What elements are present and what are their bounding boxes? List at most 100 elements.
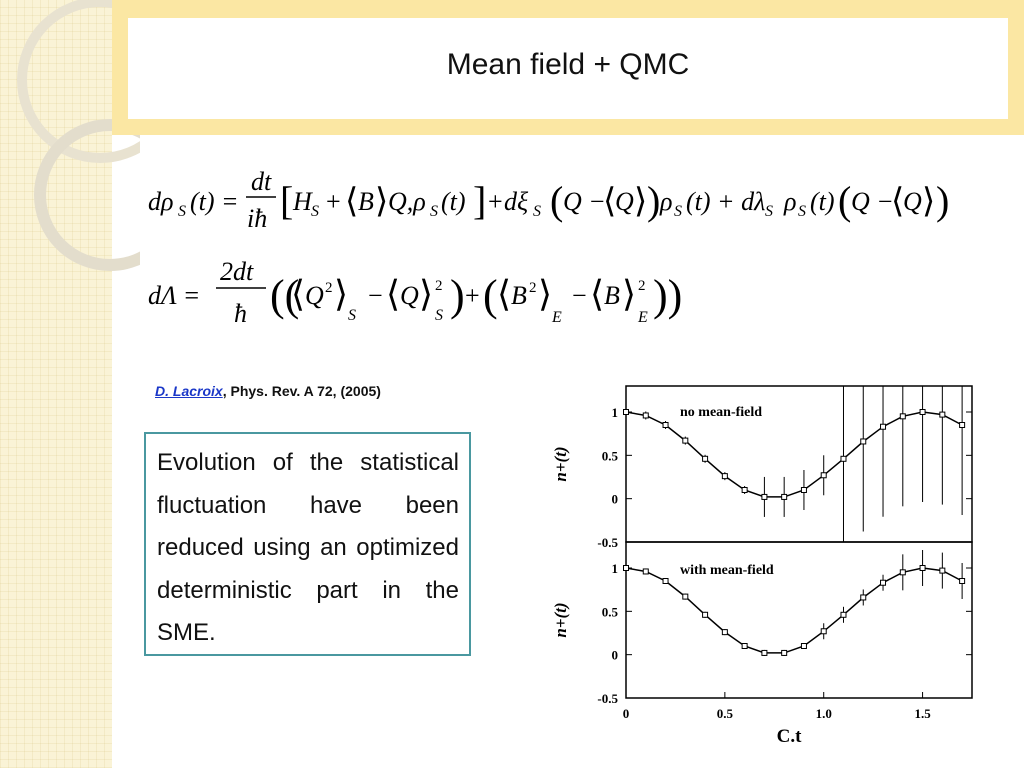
svg-text:+: + [465,281,480,310]
svg-text:ρ: ρ [659,187,672,216]
svg-text:dξ: dξ [504,187,529,216]
data-point [800,487,807,493]
y-axis-label: n+(t) [551,602,570,637]
data-point [840,455,847,462]
svg-text:(t): (t) [441,187,466,216]
svg-text:2dt: 2dt [220,257,254,286]
svg-text:⟨: ⟨ [891,183,904,220]
y-tick-label: 0.5 [602,604,619,619]
y-tick-label: -0.5 [597,535,618,550]
svg-text:Q: Q [903,187,922,216]
svg-text:−: − [368,281,383,310]
svg-text:(t) =: (t) = [190,187,239,216]
panel-title: no mean-field [680,405,762,420]
svg-text:): ) [647,178,660,223]
svg-text:Q: Q [400,281,419,310]
svg-text:[: [ [280,178,293,223]
svg-text:S: S [765,203,773,220]
slide-title: Mean field + QMC [446,48,690,81]
svg-text:⟩: ⟩ [634,183,647,220]
svg-text:⟨: ⟨ [386,274,400,314]
data-point [820,628,827,635]
data-point [840,611,847,618]
svg-text:2: 2 [435,278,443,294]
x-tick-label: 1.0 [816,706,832,721]
svg-text:+: + [488,187,503,216]
svg-text:S: S [674,203,682,220]
svg-text:S: S [311,203,319,220]
y-tick-label: 1 [612,405,619,420]
data-point [880,579,887,586]
svg-text:⟨: ⟨ [345,183,358,220]
data-point [682,593,689,600]
series-line [625,567,963,654]
svg-text:2: 2 [638,278,646,294]
explanation-box: Evolution of the statistical fluctuation… [144,432,471,656]
data-point [623,565,629,571]
svg-text:⟨: ⟨ [291,274,305,314]
title-box [128,18,1008,119]
explanation-text: Evolution of the statistical fluctuation… [157,449,459,646]
x-tick-label: 0 [623,706,630,721]
data-point [800,643,807,649]
svg-text:S: S [533,203,541,220]
svg-text:⟨: ⟨ [497,274,511,314]
data-point [642,412,649,419]
data-point [721,629,728,636]
svg-text:⟨: ⟨ [603,183,616,220]
data-point [741,643,748,649]
svg-text:⟩: ⟩ [538,274,552,314]
data-point [781,649,788,656]
data-point [899,413,906,420]
svg-text:(: ( [483,271,498,320]
svg-text:2: 2 [529,280,537,296]
svg-text:2: 2 [325,280,333,296]
citation: D. Lacroix, Phys. Rev. A 72, (2005) [155,383,381,399]
svg-text:S: S [430,203,438,220]
svg-text:Q −: Q − [563,187,606,216]
data-point [761,493,768,500]
data-point [702,611,709,618]
figure-nplus-evolution: 1 0.5 0 -0.5 no mean-field n+(t) 1 0.5 0 -0.5 with… [551,385,973,747]
data-point [781,493,788,500]
x-tick-label: 0.5 [717,706,734,721]
data-point [919,409,926,415]
citation-reference: , Phys. Rev. A 72, (2005) [222,383,381,399]
svg-text:S: S [798,203,806,220]
svg-text:(: ( [550,178,563,223]
data-point [761,649,768,656]
x-tick-label: 1.5 [914,706,931,721]
svg-text:(t): (t) [810,187,835,216]
y-tick-label: 1 [612,561,619,576]
svg-text:(: ( [838,178,851,223]
svg-text:]: ] [473,178,486,223]
svg-text:(t) + dλ: (t) + dλ [686,187,765,216]
data-point [702,455,709,462]
data-point [741,487,748,493]
svg-text:Q: Q [615,187,634,216]
data-point [939,567,946,574]
equation-lambda: dΛ = 2dt ħ (( ⟨ Q 2 ⟩S − ⟨ Q ⟩ 2S ) + ( ⟨ B 2 ⟩… [148,257,682,328]
data-point [662,578,669,584]
y-tick-label: 0.5 [602,448,619,463]
svg-text:ħ: ħ [234,299,247,328]
svg-text:Q −: Q − [851,187,894,216]
svg-text:+: + [326,187,341,216]
svg-text:Q: Q [305,281,324,310]
svg-text:E: E [551,309,562,326]
y-tick-label: -0.5 [597,691,618,706]
data-point [642,568,649,575]
svg-text:E: E [637,309,648,326]
data-point [623,409,629,415]
data-point [860,594,867,601]
data-point [820,472,827,479]
svg-text:): ) [450,271,465,320]
svg-text:B: B [604,281,620,310]
svg-text:⟨: ⟨ [590,274,604,314]
series-line [625,411,963,498]
svg-text:dΛ =: dΛ = [148,281,200,310]
citation-author-link[interactable]: D. Lacroix [155,383,223,399]
svg-text:⟩: ⟩ [922,183,935,220]
svg-text:dt: dt [251,170,272,196]
svg-text:): ) [936,178,949,223]
